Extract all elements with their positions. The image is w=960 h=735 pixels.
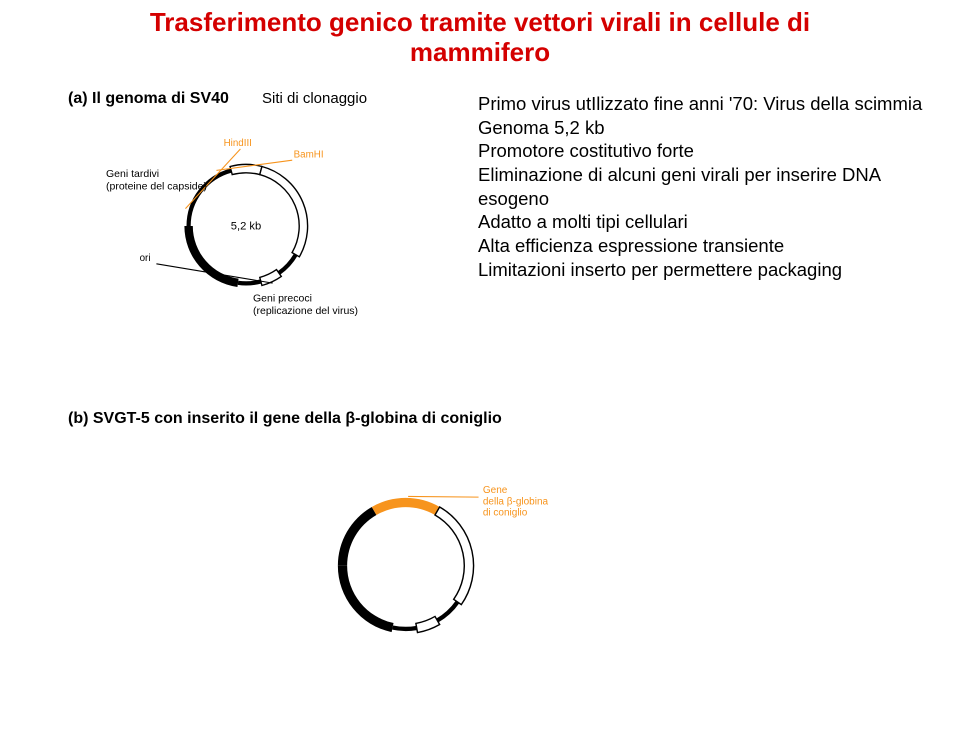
bullet-line: Promotore costitutivo forte [478,139,938,163]
bullet-line: Genoma 5,2 kb [478,116,938,140]
plasmid-b-diagram: Genedella β-globinadi coniglio [270,430,570,730]
page-title: Trasferimento genico tramite vettori vir… [0,8,960,68]
bullet-line: Alta efficienza espressione transiente [478,234,938,258]
svg-text:Geni tardivi(proteine del caps: Geni tardivi(proteine del capside) [106,168,207,193]
panel-b-caption: (b) SVGT-5 con inserito il gene della β-… [68,410,502,428]
svg-text:HindIII: HindIII [224,138,252,149]
title-line1: Trasferimento genico tramite vettori vir… [150,7,810,37]
svg-text:5,2 kb: 5,2 kb [231,221,261,233]
bullet-line: Primo virus utIlizzato fine anni '70: Vi… [478,92,938,116]
title-line2: mammifero [410,37,550,67]
svg-text:Genedella β-globinadi coniglio: Genedella β-globinadi coniglio [483,485,549,519]
svg-text:Geni precoci(replicazione del: Geni precoci(replicazione del virus) [253,293,358,318]
bullet-line: Eliminazione di alcuni geni virali per i… [478,163,938,210]
description-bullets: Primo virus utIlizzato fine anni '70: Vi… [478,92,938,281]
svg-text:BamHI: BamHI [294,149,324,160]
bullet-line: Adatto a molti tipi cellulari [478,210,938,234]
svg-text:ori: ori [140,253,151,264]
plasmid-a-diagram: 5,2 kbHindIIIBamHIoriGeni tardivi(protei… [120,100,400,380]
bullet-line: Limitazioni inserto per permettere packa… [478,258,938,282]
